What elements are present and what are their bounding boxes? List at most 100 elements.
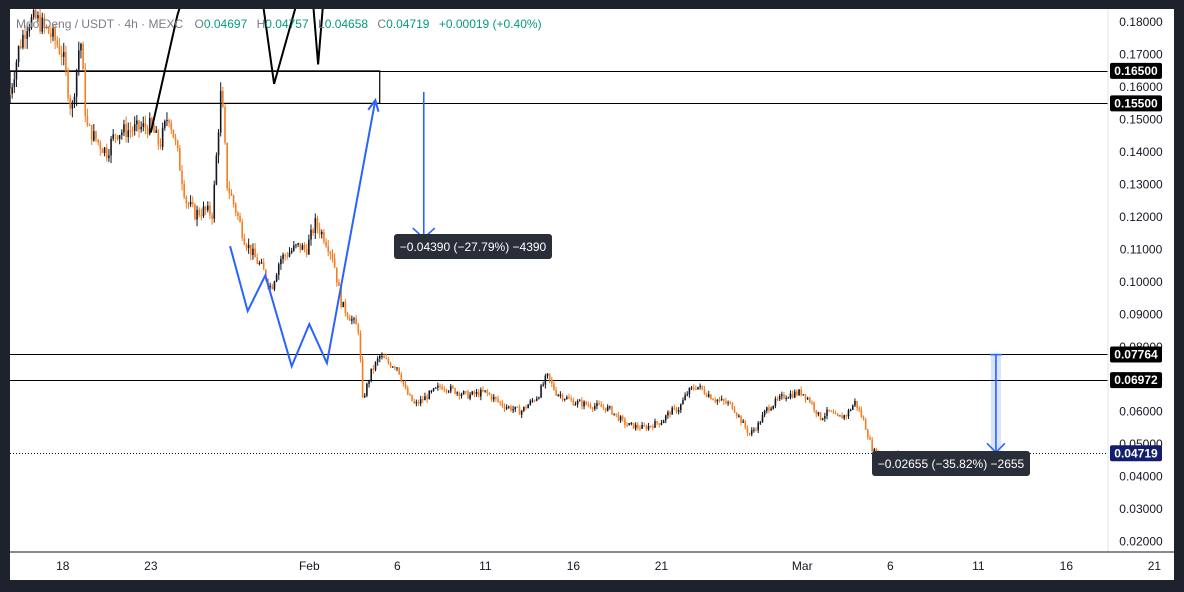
y-tick-label: 0.02000: [1119, 535, 1163, 549]
candle-body: [501, 402, 504, 407]
legend-open-value: 0.04697: [204, 17, 248, 31]
y-tick-label: 0.11000: [1120, 242, 1163, 256]
candle-body: [138, 120, 140, 130]
candle-body: [353, 318, 355, 320]
candle-body: [110, 138, 112, 156]
candle-body: [385, 358, 388, 360]
candle-body: [58, 45, 61, 54]
candle-body: [131, 130, 134, 132]
candle-body: [626, 425, 628, 427]
candle-body: [699, 385, 701, 387]
x-tick-label: 6: [394, 559, 401, 573]
candle-body: [525, 406, 527, 409]
candle-body: [662, 420, 665, 424]
candle-body: [275, 274, 278, 282]
candle-body: [161, 127, 164, 147]
candle-body: [639, 427, 641, 429]
candle-body: [187, 203, 190, 205]
last-price-tag: 0.04719: [1110, 445, 1162, 462]
candle-body: [41, 17, 44, 32]
candle-body: [873, 448, 876, 452]
candle-body: [329, 252, 332, 254]
candle-body: [490, 394, 493, 400]
candle-body: [531, 400, 534, 402]
candle-body: [748, 433, 751, 435]
candle-body: [118, 135, 121, 140]
candle-body: [596, 403, 598, 407]
candle-body: [710, 394, 712, 400]
candle-body: [862, 416, 865, 420]
candle-body: [415, 402, 418, 404]
candle-body: [168, 120, 170, 124]
candle-body: [69, 98, 71, 109]
price-chart[interactable]: 0.020000.030000.040000.050000.060000.070…: [10, 9, 1174, 580]
candle-body: [363, 395, 366, 398]
candle-body: [475, 391, 478, 395]
candle-body: [587, 404, 590, 406]
candle-body: [376, 358, 379, 363]
y-tick-label: 0.18000: [1119, 15, 1163, 29]
time-axis[interactable]: 18 23 Feb 6 11 16 21 Mar 6 11 16 21: [56, 559, 1161, 573]
candle-body: [286, 255, 289, 257]
y-tick-label: 0.16000: [1119, 80, 1163, 94]
legend-symbol[interactable]: Moo Deng / USDT · 4h · MEXC: [16, 17, 183, 31]
candle-body: [669, 412, 671, 415]
candle-body: [406, 388, 409, 395]
candle-body: [720, 399, 723, 401]
y-tick-label: 0.17000: [1119, 48, 1163, 62]
legend-low-value: 0.04658: [325, 17, 369, 31]
candle-body: [215, 155, 218, 185]
x-tick-label: 11: [972, 559, 985, 573]
level-tag-r4: 0.06972: [1110, 372, 1162, 389]
candle-body: [95, 131, 97, 140]
candle-body: [557, 394, 560, 396]
measure-label-1: −0.04390 (−27.79%) −4390: [394, 234, 552, 259]
candle-body: [97, 139, 99, 143]
candle-body: [686, 394, 689, 396]
candle-body: [327, 246, 329, 253]
candle-body: [351, 319, 353, 321]
candle-body: [219, 90, 222, 133]
candle-body: [333, 258, 336, 268]
candle-body: [843, 415, 845, 419]
candle-body: [297, 243, 299, 245]
candle-body: [357, 324, 360, 333]
candle-body: [290, 250, 293, 253]
candle-body: [613, 413, 615, 415]
candle-body: [411, 394, 413, 402]
candle-body: [793, 391, 796, 398]
candle-body: [413, 401, 415, 404]
candle-body: [637, 424, 639, 428]
candle-body: [24, 34, 26, 39]
candle-body: [108, 155, 110, 159]
candle-body: [316, 218, 319, 228]
candle-body: [572, 399, 575, 406]
candle-body: [830, 410, 833, 412]
candle-body: [774, 398, 777, 406]
price-axis[interactable]: 0.020000.030000.040000.050000.060000.070…: [1119, 15, 1163, 548]
candle-body: [589, 405, 592, 408]
candle-body: [54, 28, 56, 41]
chart-panel[interactable]: 0.020000.030000.040000.050000.060000.070…: [10, 9, 1174, 580]
candle-body: [677, 410, 680, 412]
candle-body: [477, 391, 480, 397]
candle-body: [146, 128, 149, 135]
candle-body: [849, 409, 852, 411]
y-tick-label: 0.04000: [1119, 470, 1163, 484]
candle-body: [260, 262, 263, 264]
plot-area: [10, 9, 1108, 458]
candle-body: [680, 404, 682, 411]
candle-body: [123, 124, 125, 133]
candle-body: [445, 389, 448, 392]
candle-body: [628, 423, 630, 426]
candle-body: [606, 406, 609, 411]
y-tick-label: 0.03000: [1119, 502, 1163, 516]
candle-body: [47, 27, 50, 34]
candle-body: [518, 407, 521, 415]
candle-body: [817, 412, 820, 415]
candle-body: [314, 218, 317, 234]
candle-body: [368, 380, 370, 384]
candle-body: [237, 212, 239, 217]
candle-body: [144, 123, 147, 129]
